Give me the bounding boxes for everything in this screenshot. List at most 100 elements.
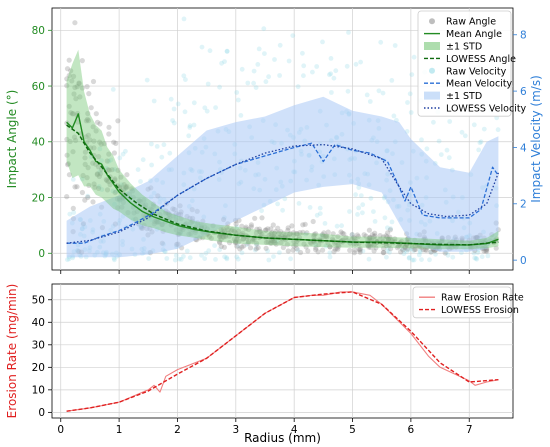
raw-angle-point: [109, 167, 115, 173]
raw-velocity-point: [328, 71, 334, 77]
raw-angle-point: [217, 240, 223, 246]
raw-velocity-point: [259, 208, 264, 214]
raw-angle-point: [112, 189, 118, 196]
raw-angle-point: [113, 140, 119, 146]
raw-velocity-point: [450, 254, 456, 260]
raw-angle-point: [101, 141, 107, 147]
raw-angle-point: [117, 185, 123, 191]
raw-angle-point: [303, 244, 309, 250]
raw-angle-point: [376, 237, 383, 243]
x-tick-label: 2: [174, 424, 181, 436]
raw-angle-point: [321, 230, 327, 236]
raw-velocity-point: [239, 250, 245, 256]
raw-velocity-point: [358, 193, 364, 199]
raw-angle-point: [313, 231, 319, 237]
raw-velocity-point: [476, 147, 482, 153]
raw-angle-point: [420, 247, 426, 253]
y-tick-label: 30: [32, 340, 45, 352]
raw-velocity-point: [372, 219, 378, 224]
raw-angle-point: [285, 227, 291, 233]
raw-angle-point: [84, 84, 90, 90]
raw-velocity-point: [320, 39, 325, 45]
x-tick-label: 6: [408, 424, 415, 436]
raw-angle-point: [352, 247, 358, 253]
raw-angle-point: [253, 230, 259, 236]
raw-angle-point: [83, 134, 89, 140]
raw-velocity-point: [307, 205, 313, 210]
raw-velocity-point: [314, 212, 320, 218]
legend-label: ±1 STD: [446, 91, 482, 102]
raw-angle-point: [285, 248, 291, 254]
raw-velocity-point: [417, 249, 423, 255]
raw-angle-point: [216, 239, 223, 245]
raw-velocity-point: [462, 133, 468, 139]
raw-angle-point: [297, 249, 304, 256]
raw-velocity-point: [218, 228, 224, 234]
y-tick-label: 10: [32, 385, 45, 397]
raw-angle-point: [493, 245, 499, 251]
raw-velocity-point: [170, 118, 176, 123]
x-tick-label: 3: [232, 424, 239, 436]
raw-angle-point: [265, 226, 271, 232]
raw-angle-point: [104, 158, 110, 164]
lowess-angle-line: [66, 124, 499, 246]
raw-velocity-point: [286, 58, 292, 64]
raw-angle-point: [232, 240, 238, 246]
raw-angle-point: [330, 231, 336, 237]
raw-velocity-point: [331, 75, 337, 81]
raw-angle-point: [73, 137, 79, 144]
raw-angle-point: [263, 239, 269, 245]
raw-angle-point: [228, 228, 234, 234]
raw-velocity-point: [234, 90, 240, 95]
raw-angle-point: [278, 233, 285, 239]
y-tick-label: 20: [32, 362, 45, 374]
raw-velocity-point: [112, 167, 117, 172]
raw-velocity-point: [288, 256, 293, 262]
raw-angle-point: [351, 250, 357, 256]
raw-velocity-point: [433, 251, 438, 257]
raw-velocity-point: [438, 152, 444, 158]
raw-velocity-point: [213, 257, 218, 262]
raw-angle-point: [338, 229, 344, 235]
raw-angle-point: [86, 91, 92, 97]
y-right-tick-label: 0: [520, 255, 527, 267]
raw-velocity-point: [253, 85, 259, 90]
raw-angle-point: [247, 245, 254, 251]
raw-angle-point: [371, 242, 377, 248]
raw-velocity-point: [447, 119, 453, 124]
raw-velocity-point: [411, 257, 417, 263]
raw-velocity-point: [478, 139, 484, 145]
raw-velocity-point: [277, 250, 282, 256]
y-tick-label: 80: [32, 25, 45, 37]
raw-angle-point: [66, 57, 72, 63]
raw-angle-point: [118, 174, 124, 180]
raw-angle-point: [105, 178, 112, 185]
raw-velocity-point: [380, 90, 386, 96]
raw-velocity-point: [275, 201, 280, 207]
raw-velocity-point: [409, 245, 414, 251]
raw-angle-point: [327, 244, 333, 250]
raw-angle-point: [365, 242, 371, 248]
raw-angle-point: [349, 236, 355, 242]
raw-velocity-point: [392, 43, 398, 48]
mean-velocity-line: [66, 142, 499, 244]
raw-angle-point: [394, 245, 400, 251]
raw-velocity-point: [407, 91, 413, 97]
raw-angle-point: [268, 237, 274, 244]
raw-angle-point: [268, 231, 274, 237]
raw-velocity-point: [277, 42, 283, 48]
raw-angle-point: [363, 233, 369, 239]
raw-angle-point: [83, 118, 89, 124]
raw-velocity-point: [187, 255, 193, 261]
raw-velocity-point: [97, 146, 103, 152]
raw-velocity-point: [154, 144, 160, 149]
raw-angle-point: [97, 139, 103, 145]
raw-angle-point: [70, 111, 76, 117]
raw-velocity-point: [256, 46, 262, 52]
raw-velocity-point: [217, 247, 223, 253]
y-tick-label: 0: [38, 248, 45, 260]
raw-velocity-point: [272, 57, 277, 62]
raw-velocity-point: [319, 233, 325, 238]
raw-erosion-line: [66, 291, 499, 412]
raw-velocity-point: [277, 73, 282, 78]
